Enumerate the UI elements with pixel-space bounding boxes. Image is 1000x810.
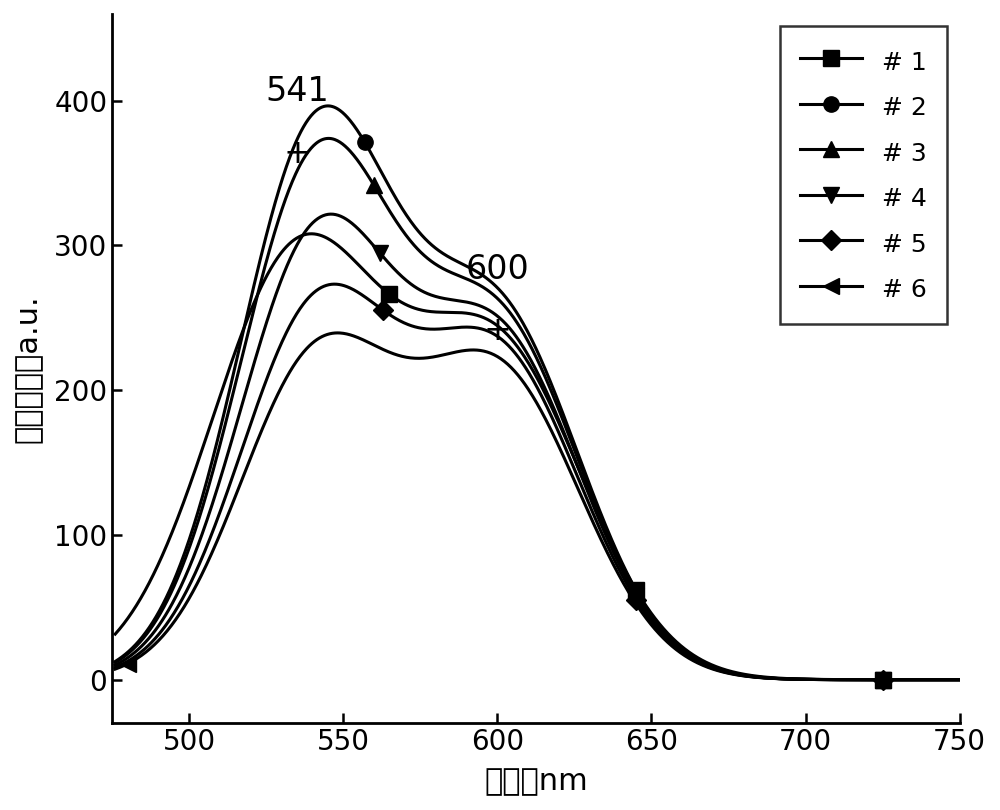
# 4 bbox=[454, 296, 466, 306]
# 4 bbox=[196, 530, 208, 539]
# 6 bbox=[196, 569, 208, 579]
# 1 bbox=[485, 317, 497, 326]
# 2 bbox=[454, 258, 466, 268]
# 3 bbox=[109, 658, 121, 667]
# 4 bbox=[773, 674, 785, 684]
# 5 bbox=[694, 659, 706, 668]
# 1 bbox=[960, 675, 972, 684]
# 4 bbox=[789, 674, 801, 684]
# 2 bbox=[789, 674, 801, 684]
# 5 bbox=[454, 322, 466, 332]
# 6 bbox=[109, 664, 121, 674]
X-axis label: 波长，nm: 波长，nm bbox=[484, 767, 588, 796]
# 1 bbox=[196, 445, 208, 454]
# 1 bbox=[305, 229, 317, 239]
Y-axis label: 发光强度，a.u.: 发光强度，a.u. bbox=[14, 294, 43, 443]
# 6 bbox=[331, 328, 343, 338]
Line: # 1: # 1 bbox=[115, 234, 966, 680]
# 2 bbox=[322, 101, 334, 111]
Line: # 4: # 4 bbox=[115, 214, 966, 680]
# 3 bbox=[960, 675, 972, 684]
Line: # 2: # 2 bbox=[115, 106, 966, 680]
# 5 bbox=[960, 675, 972, 684]
# 3 bbox=[454, 271, 466, 281]
# 3 bbox=[196, 504, 208, 514]
Text: +: + bbox=[283, 137, 311, 170]
# 5 bbox=[773, 674, 785, 684]
# 5 bbox=[485, 327, 497, 337]
Text: 600: 600 bbox=[465, 253, 529, 286]
# 1 bbox=[109, 629, 121, 639]
# 4 bbox=[109, 660, 121, 670]
# 4 bbox=[960, 675, 972, 684]
# 6 bbox=[694, 659, 706, 669]
# 1 bbox=[789, 674, 801, 684]
Line: # 6: # 6 bbox=[115, 333, 966, 680]
# 3 bbox=[323, 134, 335, 143]
# 5 bbox=[789, 674, 801, 684]
# 2 bbox=[694, 656, 706, 666]
# 3 bbox=[485, 288, 497, 297]
# 1 bbox=[694, 654, 706, 664]
# 3 bbox=[773, 674, 785, 684]
# 5 bbox=[329, 279, 341, 289]
Line: # 3: # 3 bbox=[115, 139, 966, 680]
# 4 bbox=[485, 306, 497, 316]
Line: # 5: # 5 bbox=[115, 284, 966, 680]
# 6 bbox=[454, 347, 466, 356]
Text: +: + bbox=[483, 313, 511, 347]
# 5 bbox=[109, 663, 121, 672]
# 1 bbox=[773, 673, 785, 683]
# 2 bbox=[109, 657, 121, 667]
# 3 bbox=[789, 674, 801, 684]
# 6 bbox=[485, 348, 497, 358]
# 5 bbox=[196, 553, 208, 563]
# 2 bbox=[485, 277, 497, 287]
# 6 bbox=[773, 674, 785, 684]
# 2 bbox=[196, 493, 208, 503]
Legend: # 1, # 2, # 3, # 4, # 5, # 6: # 1, # 2, # 3, # 4, # 5, # 6 bbox=[780, 27, 947, 324]
# 6 bbox=[960, 675, 972, 684]
# 4 bbox=[325, 209, 337, 219]
Text: 541: 541 bbox=[265, 75, 329, 108]
# 3 bbox=[694, 657, 706, 667]
# 6 bbox=[789, 675, 801, 684]
# 2 bbox=[960, 675, 972, 684]
# 4 bbox=[694, 658, 706, 667]
# 1 bbox=[454, 308, 466, 318]
# 2 bbox=[773, 674, 785, 684]
